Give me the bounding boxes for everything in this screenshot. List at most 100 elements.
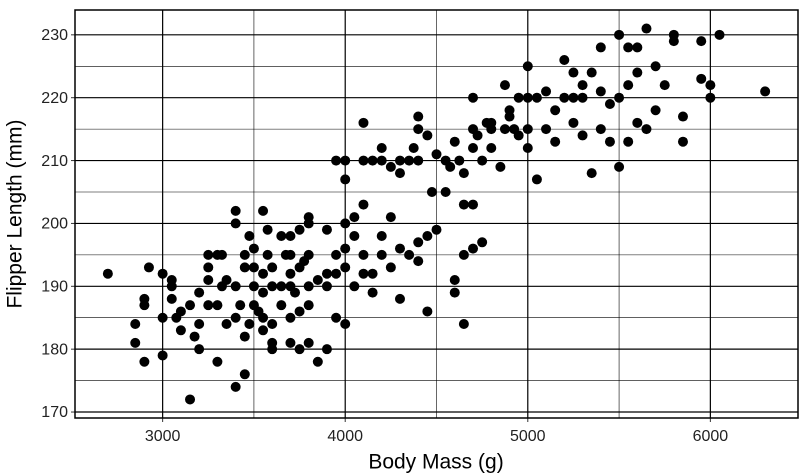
point: [604, 136, 615, 147]
point: [696, 36, 707, 47]
point: [404, 155, 415, 166]
point: [235, 300, 246, 311]
point: [623, 42, 634, 53]
point: [203, 300, 214, 311]
point: [230, 205, 241, 216]
point: [440, 186, 451, 197]
x-tick-label: 6000: [693, 428, 729, 445]
point: [559, 54, 570, 65]
point: [577, 92, 588, 103]
point: [285, 231, 296, 242]
point: [541, 124, 552, 135]
point: [641, 23, 652, 34]
point: [445, 161, 456, 172]
point: [331, 155, 342, 166]
point: [568, 117, 579, 128]
point: [468, 124, 479, 135]
point: [426, 186, 437, 197]
point: [285, 337, 296, 348]
point: [358, 249, 369, 260]
point: [522, 124, 533, 135]
point: [258, 205, 269, 216]
point: [230, 281, 241, 292]
point: [321, 268, 332, 279]
point: [413, 111, 424, 122]
y-tick-label: 210: [41, 153, 68, 170]
point: [495, 161, 506, 172]
point: [267, 281, 278, 292]
point: [431, 224, 442, 235]
point: [385, 262, 396, 273]
point: [166, 293, 177, 304]
point: [559, 92, 570, 103]
y-tick-label: 170: [41, 404, 68, 421]
x-axis-title: Body Mass (g): [368, 451, 503, 474]
point: [385, 212, 396, 223]
y-tick-label: 190: [41, 279, 68, 296]
point: [130, 319, 141, 330]
point: [303, 212, 314, 223]
point: [632, 117, 643, 128]
point: [677, 111, 688, 122]
point: [185, 394, 196, 405]
y-tick-label: 230: [41, 27, 68, 44]
point: [203, 275, 214, 286]
y-axis-title: Flipper Length (mm): [4, 119, 27, 308]
point: [650, 105, 661, 116]
point: [449, 275, 460, 286]
point: [239, 262, 250, 273]
point: [285, 312, 296, 323]
point: [267, 319, 278, 330]
point: [239, 249, 250, 260]
point: [623, 80, 634, 91]
point: [194, 287, 205, 298]
point: [458, 319, 469, 330]
point: [760, 86, 771, 97]
point: [358, 117, 369, 128]
point: [331, 268, 342, 279]
point: [294, 224, 305, 235]
point: [458, 249, 469, 260]
point: [248, 281, 259, 292]
point: [321, 344, 332, 355]
y-tick-label: 200: [41, 216, 68, 233]
point: [513, 130, 524, 141]
point: [175, 306, 186, 317]
point: [244, 319, 255, 330]
point: [194, 344, 205, 355]
point: [157, 312, 168, 323]
point: [531, 174, 542, 185]
point: [641, 124, 652, 135]
x-tick-label: 3000: [145, 428, 181, 445]
point: [604, 98, 615, 109]
point: [248, 262, 259, 273]
point: [367, 268, 378, 279]
point: [458, 199, 469, 210]
point: [285, 268, 296, 279]
point: [303, 249, 314, 260]
point: [157, 350, 168, 361]
point: [331, 312, 342, 323]
point: [477, 155, 488, 166]
point: [468, 243, 479, 254]
point: [376, 155, 387, 166]
point: [303, 281, 314, 292]
point: [367, 287, 378, 298]
point: [175, 325, 186, 336]
point: [349, 231, 360, 242]
point: [513, 92, 524, 103]
point: [522, 61, 533, 72]
point: [714, 29, 725, 40]
point: [413, 237, 424, 248]
point: [102, 268, 113, 279]
point: [422, 306, 433, 317]
point: [614, 29, 625, 40]
point: [650, 61, 661, 72]
point: [312, 275, 323, 286]
point: [230, 218, 241, 229]
point: [705, 92, 716, 103]
point: [340, 174, 351, 185]
point: [486, 117, 497, 128]
point: [321, 224, 332, 235]
point: [262, 249, 273, 260]
